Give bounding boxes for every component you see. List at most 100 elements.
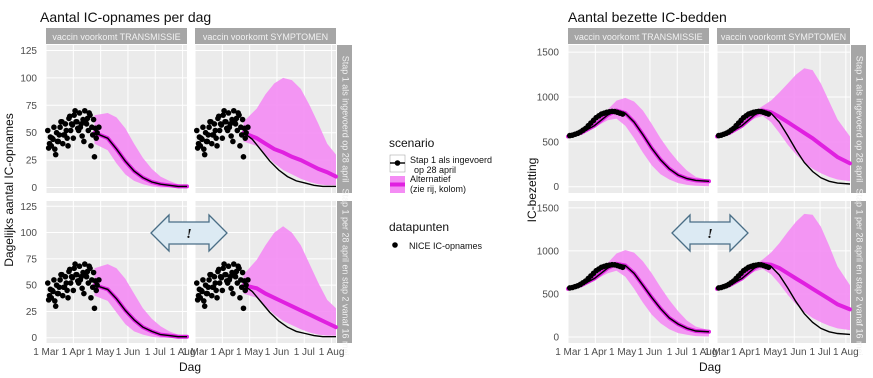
data-point bbox=[57, 124, 63, 131]
data-point bbox=[61, 132, 68, 138]
x-tick-label: 1 Jun bbox=[638, 347, 662, 358]
data-point bbox=[81, 290, 87, 297]
scenario-line bbox=[243, 284, 336, 338]
panel bbox=[193, 45, 338, 193]
x-tick-label: 1 Jun bbox=[782, 347, 806, 358]
data-point bbox=[52, 303, 59, 309]
data-point bbox=[238, 132, 245, 138]
data-point bbox=[203, 138, 210, 145]
y-tick-label: 25 bbox=[26, 307, 38, 318]
data-point bbox=[203, 290, 210, 297]
uncertainty-band bbox=[243, 77, 336, 186]
x-tick-label: 1 Jun bbox=[116, 347, 140, 358]
x-tick-label: 1 Jul bbox=[810, 347, 831, 358]
x-tick-label: 1 Mar bbox=[33, 347, 59, 358]
data-point bbox=[619, 111, 626, 117]
x-axis-label: Dag bbox=[179, 360, 201, 374]
y-tick-label: 75 bbox=[26, 254, 38, 265]
data-point bbox=[207, 271, 213, 278]
data-point bbox=[58, 271, 64, 278]
scenario-line bbox=[243, 132, 336, 188]
x-tick-label: 1 Jul bbox=[667, 347, 688, 358]
data-point bbox=[239, 269, 246, 276]
data-point bbox=[211, 121, 218, 127]
column-strip bbox=[717, 28, 850, 44]
data-point bbox=[67, 127, 74, 134]
data-point bbox=[62, 273, 69, 280]
data-point bbox=[75, 280, 82, 286]
data-point bbox=[219, 287, 226, 294]
row-strip-label: Stap 1 per 28 april en stap 2 vanaf 16 m… bbox=[341, 188, 351, 355]
legend-item-label: Stap 1 als ingevoerd bbox=[410, 155, 492, 165]
data-point bbox=[194, 145, 201, 151]
data-point bbox=[243, 282, 249, 288]
alternative-line bbox=[241, 130, 338, 179]
data-point bbox=[193, 280, 200, 286]
data-point bbox=[214, 294, 220, 301]
data-point bbox=[206, 124, 212, 131]
column-strip-label: vaccin voorkomt SYMPTOMEN bbox=[721, 32, 846, 42]
data-point bbox=[90, 269, 97, 276]
data-point bbox=[200, 277, 206, 283]
data-point bbox=[56, 284, 63, 291]
legend-item-label: Alternatief bbox=[410, 174, 451, 184]
alternative-line bbox=[241, 283, 338, 330]
y-tick-label: 1500 bbox=[537, 203, 560, 214]
data-point bbox=[91, 305, 98, 312]
x-tick-label: 1 Apr bbox=[62, 347, 86, 358]
data-point bbox=[52, 146, 58, 152]
data-point bbox=[59, 140, 66, 147]
x-tick-label: 1 Jun bbox=[265, 347, 289, 358]
arrow-text: ! bbox=[707, 227, 712, 242]
data-point bbox=[51, 277, 57, 283]
data-point bbox=[71, 112, 77, 118]
chart-1: Aantal IC-opnames per dag Dagelijks aanta… bbox=[2, 9, 352, 374]
data-point bbox=[243, 129, 249, 136]
data-point bbox=[240, 154, 247, 160]
data-point bbox=[223, 118, 229, 125]
data-point bbox=[65, 294, 71, 301]
y-tick-label: 50 bbox=[26, 281, 38, 292]
data-point bbox=[76, 263, 83, 270]
data-point bbox=[215, 113, 222, 120]
scenario-line bbox=[94, 284, 187, 338]
data-point bbox=[230, 107, 237, 114]
data-point bbox=[201, 303, 208, 309]
y-tick-label: 500 bbox=[542, 289, 559, 300]
scenario-line bbox=[716, 109, 851, 185]
x-tick-label: 1 Aug bbox=[833, 347, 859, 358]
legend-datapoint-label: NICE IC-opnames bbox=[409, 241, 483, 251]
data-point bbox=[245, 277, 251, 283]
data-point bbox=[225, 263, 232, 270]
data-point bbox=[224, 280, 231, 286]
data-point bbox=[219, 135, 226, 141]
chart-title: Aantal IC-opnames per dag bbox=[40, 9, 211, 25]
data-point bbox=[52, 298, 58, 304]
column-strip bbox=[46, 28, 187, 44]
data-point bbox=[75, 127, 82, 134]
column-strip bbox=[195, 28, 336, 44]
data-point bbox=[240, 305, 247, 312]
data-point bbox=[72, 107, 78, 114]
data-point bbox=[90, 116, 97, 123]
scenario-line bbox=[716, 263, 851, 336]
data-point bbox=[94, 282, 100, 288]
y-tick-label: 50 bbox=[26, 128, 38, 139]
legend-item-label: op 28 april bbox=[414, 165, 456, 175]
data-point bbox=[221, 107, 227, 114]
data-point bbox=[208, 292, 215, 299]
data-point bbox=[223, 271, 229, 278]
data-point bbox=[224, 127, 231, 134]
data-point bbox=[88, 294, 94, 301]
y-tick-label: 0 bbox=[553, 332, 559, 343]
x-tick-label: 1 Aug bbox=[692, 347, 718, 358]
data-point bbox=[205, 284, 212, 291]
x-tick-label: 1 Aug bbox=[319, 347, 345, 358]
y-tick-label: 125 bbox=[20, 46, 37, 57]
data-point bbox=[221, 261, 227, 267]
data-point bbox=[228, 285, 234, 292]
uncertainty-band bbox=[94, 264, 187, 338]
data-point bbox=[81, 107, 88, 114]
data-point bbox=[81, 261, 88, 267]
